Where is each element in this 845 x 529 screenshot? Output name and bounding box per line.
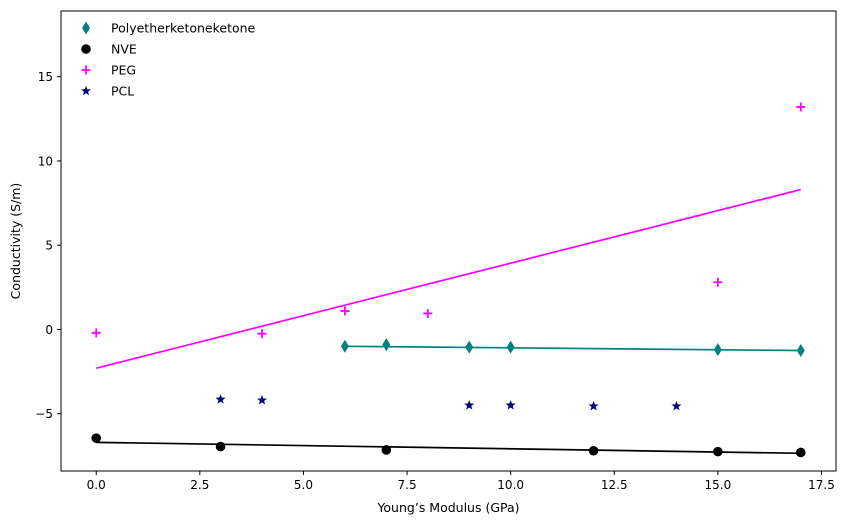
legend-marker-pcl — [80, 85, 92, 96]
y-tick-label: 15 — [38, 70, 53, 84]
legend-label: PEG — [111, 63, 136, 78]
data-point-polyetherketoneketone — [506, 340, 515, 354]
data-point-nve — [713, 446, 723, 457]
fit-line-polyetherketoneketone — [344, 345, 801, 352]
x-tick-label: 12.5 — [601, 478, 628, 492]
data-point-polyetherketoneketone — [713, 343, 722, 357]
data-point-peg — [257, 329, 267, 339]
legend-entry-polyetherketoneketone: Polyetherketoneketone — [82, 21, 256, 36]
data-point-polyetherketoneketone — [382, 338, 391, 352]
data-point-peg — [91, 328, 101, 338]
data-point-peg — [423, 308, 433, 318]
y-tick-label: 10 — [38, 154, 53, 168]
fit-line-nve — [96, 441, 801, 455]
data-point-peg — [713, 277, 723, 287]
legend-marker-peg — [81, 65, 91, 75]
legend-marker-polyetherketoneketone — [82, 21, 90, 35]
x-tick-label: 7.5 — [398, 478, 417, 492]
legend-marker-nve — [81, 44, 91, 54]
y-axis-label: Conductivity (S/m) — [8, 183, 23, 300]
data-point-nve — [795, 447, 806, 458]
legend-label: NVE — [111, 42, 137, 57]
data-point-polyetherketoneketone — [340, 339, 349, 353]
x-tick-label: 17.5 — [808, 478, 835, 492]
x-tick-label: 5.0 — [294, 478, 313, 492]
y-tick-label: −5 — [35, 407, 53, 421]
x-tick-label: 10.0 — [497, 478, 524, 492]
data-point-pcl — [256, 394, 268, 405]
data-point-nve — [381, 445, 392, 455]
data-point-pcl — [588, 400, 599, 411]
data-point-nve — [588, 445, 599, 456]
x-tick-label: 0.0 — [87, 478, 106, 492]
data-point-peg — [796, 102, 806, 112]
legend-entry-peg: PEG — [81, 63, 136, 78]
plot-frame — [60, 10, 837, 472]
fit-line-peg — [96, 188, 801, 370]
data-point-pcl — [505, 399, 516, 410]
data-point-nve — [91, 433, 102, 443]
data-point-pcl — [464, 399, 475, 410]
x-tick-label: 15.0 — [705, 478, 732, 492]
y-tick-label: 0 — [45, 323, 53, 337]
data-point-peg — [340, 306, 350, 316]
data-point-polyetherketoneketone — [796, 344, 805, 358]
legend-entry-pcl: PCL — [80, 84, 134, 99]
data-point-pcl — [671, 400, 682, 411]
x-tick-label: 2.5 — [190, 478, 209, 492]
y-tick-label: 5 — [45, 239, 53, 253]
x-axis-label: Young’s Modulus (GPa) — [376, 500, 519, 515]
legend-label: Polyetherketoneketone — [111, 21, 256, 36]
data-point-pcl — [215, 394, 226, 404]
data-point-polyetherketoneketone — [465, 340, 474, 354]
data-point-nve — [215, 441, 226, 452]
legend-label: PCL — [111, 84, 134, 99]
legend-entry-nve: NVE — [81, 42, 137, 57]
